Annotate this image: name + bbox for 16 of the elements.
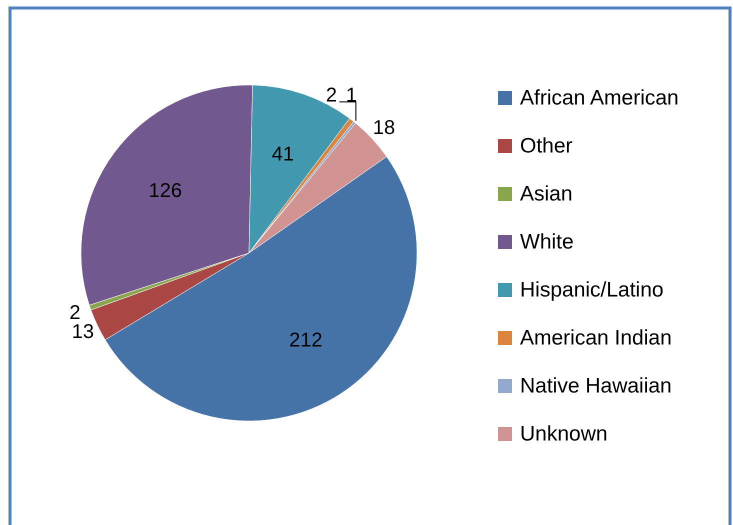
data-label: 41 <box>272 144 294 166</box>
legend-label: Unknown <box>520 422 608 446</box>
legend-label: Other <box>520 134 573 158</box>
data-label: 212 <box>289 329 322 352</box>
legend-label: White <box>520 230 574 254</box>
legend-label: African American <box>520 86 679 110</box>
legend-label: Hispanic/Latino <box>520 278 664 302</box>
data-label: 2 <box>326 84 337 106</box>
legend-label: Asian <box>520 182 573 206</box>
data-label: 1 <box>346 84 357 106</box>
legend-label: Native Hawaiian <box>520 374 672 398</box>
data-label: 18 <box>372 116 396 139</box>
data-label: 13 <box>72 321 94 344</box>
data-label: 126 <box>148 180 182 202</box>
legend-label: American Indian <box>520 326 672 350</box>
data-label: 2 <box>69 302 81 324</box>
